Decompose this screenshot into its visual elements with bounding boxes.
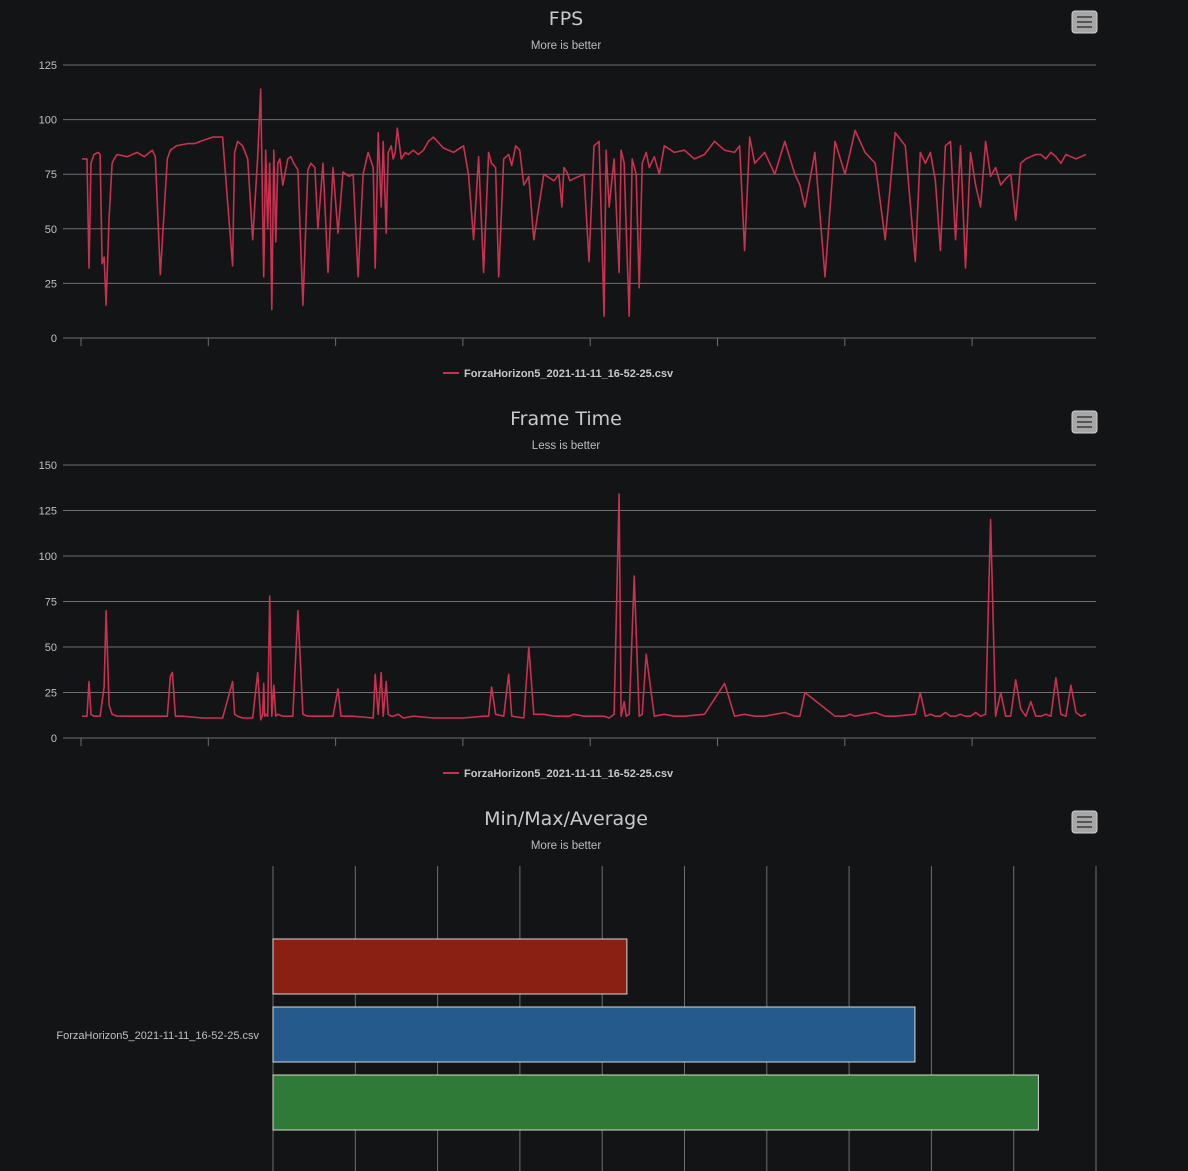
hamburger-menu-icon bbox=[1077, 816, 1092, 828]
frame-time-legend-item[interactable]: ForzaHorizon5_2021-11-11_16-52-25.csv bbox=[443, 768, 674, 780]
min-max-average-bars bbox=[272, 938, 1039, 1131]
fps-y-tick-label: 25 bbox=[45, 278, 57, 290]
max-bar[interactable] bbox=[272, 1074, 1039, 1131]
frame-time-series-line bbox=[82, 493, 1087, 721]
frame-time-y-tick-label: 25 bbox=[45, 688, 57, 700]
frame-time-x-axis-ticks bbox=[80, 738, 973, 746]
hamburger-menu-icon bbox=[1077, 416, 1092, 428]
frame-time-y-tick-label: 125 bbox=[39, 506, 57, 518]
fps-chart: FPS More is better 0 25 50 75 100 125 ForzaHo… bbox=[39, 8, 1098, 380]
frame-time-chart-title: Frame Time bbox=[510, 408, 622, 430]
frame-time-chart-subtitle: Less is better bbox=[532, 440, 601, 452]
frame-time-gridlines bbox=[63, 464, 1096, 739]
frame-time-chart-menu-button[interactable] bbox=[1071, 410, 1098, 434]
frame-time-y-tick-label: 100 bbox=[39, 551, 57, 563]
frame-time-y-tick-label: 0 bbox=[51, 733, 57, 745]
fps-series-line bbox=[82, 88, 1087, 317]
min-max-average-category-label: ForzaHorizon5_2021-11-11_16-52-25.csv bbox=[56, 1030, 259, 1042]
frame-time-y-tick-labels: 0 25 50 75 100 125 150 bbox=[39, 460, 57, 745]
fps-chart-title: FPS bbox=[549, 8, 583, 30]
min-bar[interactable] bbox=[272, 938, 628, 995]
min-max-average-chart-subtitle: More is better bbox=[531, 840, 601, 852]
fps-y-tick-label: 75 bbox=[45, 169, 57, 181]
fps-y-tick-label: 100 bbox=[39, 115, 57, 127]
min-max-average-chart-title: Min/Max/Average bbox=[484, 808, 648, 830]
fps-y-tick-labels: 0 25 50 75 100 125 bbox=[39, 60, 57, 345]
fps-y-tick-label: 50 bbox=[45, 224, 57, 236]
fps-legend-label: ForzaHorizon5_2021-11-11_16-52-25.csv bbox=[464, 368, 674, 380]
frame-time-legend-label: ForzaHorizon5_2021-11-11_16-52-25.csv bbox=[464, 768, 674, 780]
fps-gridlines bbox=[63, 64, 1096, 339]
fps-y-tick-label: 125 bbox=[39, 60, 57, 72]
fps-y-tick-label: 0 bbox=[51, 333, 57, 345]
min-max-average-chart: Min/Max/Average More is better ForzaHori… bbox=[56, 808, 1098, 1171]
frame-time-y-tick-label: 150 bbox=[39, 460, 57, 472]
fps-chart-menu-button[interactable] bbox=[1071, 10, 1098, 34]
min-max-average-chart-menu-button[interactable] bbox=[1071, 810, 1098, 834]
frame-time-y-tick-label: 75 bbox=[45, 597, 57, 609]
frame-time-chart: Frame Time Less is better 0 25 50 75 100 125 1… bbox=[39, 408, 1098, 780]
fps-legend-item[interactable]: ForzaHorizon5_2021-11-11_16-52-25.csv bbox=[443, 368, 674, 380]
fps-x-axis-ticks bbox=[80, 338, 973, 346]
hamburger-menu-icon bbox=[1077, 16, 1092, 28]
frame-time-y-tick-label: 50 bbox=[45, 642, 57, 654]
average-bar[interactable] bbox=[272, 1006, 916, 1063]
fps-chart-subtitle: More is better bbox=[531, 40, 601, 52]
